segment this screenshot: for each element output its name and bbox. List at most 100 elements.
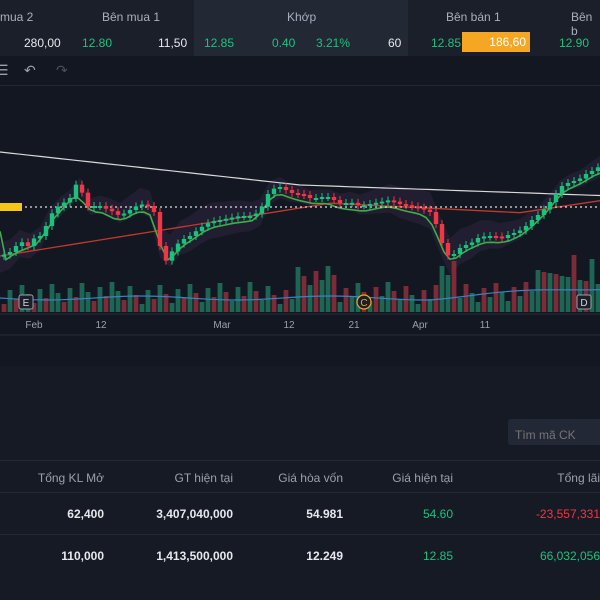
row-volume: 110,000	[61, 549, 104, 563]
candle	[397, 201, 403, 204]
volume-bar	[565, 277, 571, 312]
volume-bar	[229, 301, 235, 312]
candle	[421, 207, 427, 210]
volume-bar	[427, 299, 433, 312]
volume-bar	[247, 282, 253, 312]
volume-bar	[547, 273, 553, 312]
candle	[307, 195, 313, 198]
event-marker	[356, 294, 372, 310]
header-buy1: Bên mua 1	[102, 10, 161, 24]
volume-bar	[259, 300, 265, 312]
candle	[565, 183, 571, 186]
candle	[391, 200, 397, 203]
volume-bar	[373, 287, 379, 312]
volume-bar	[151, 299, 157, 312]
volume-bar	[157, 285, 163, 312]
candle	[85, 192, 91, 207]
portfolio-table-header: Tổng KL Mở GT hiện tại Giá hòa vốn Giá h…	[0, 460, 600, 492]
candle	[571, 181, 577, 183]
header-sell2: Bên b	[571, 10, 593, 38]
volume-bar	[343, 288, 349, 312]
volume-bar	[115, 291, 121, 312]
candle	[493, 236, 499, 238]
stock-search-input[interactable]	[508, 419, 600, 445]
volume-bar	[1, 304, 7, 312]
candle	[385, 200, 391, 203]
col-current-value: GT hiện tại	[174, 471, 233, 485]
order-book-bar: mua 2 Bên mua 1 Khớp Bên bán 1 Bên b 280…	[0, 0, 600, 56]
volume-bar	[475, 302, 481, 312]
volume-bar	[535, 270, 541, 312]
row-breakeven: 54.981	[306, 507, 343, 521]
x-tick-label: 12	[283, 320, 295, 331]
volume-bar	[271, 295, 277, 312]
candle	[331, 197, 337, 200]
candle	[229, 217, 235, 220]
redo-icon[interactable]: ↷	[56, 62, 68, 78]
col-current-price: Giá hiện tại	[392, 471, 453, 485]
volume-bar	[523, 282, 529, 312]
volume-bar	[241, 296, 247, 312]
candle	[133, 206, 139, 210]
candle	[325, 197, 331, 199]
candle	[271, 188, 277, 194]
candle	[91, 206, 97, 208]
match-change: 0.40	[272, 36, 296, 50]
candle	[7, 252, 13, 255]
candle	[463, 245, 469, 248]
volume-bar	[145, 290, 151, 312]
buy2-volume: 280,00	[24, 36, 61, 50]
volume-ma-line	[0, 289, 600, 301]
candle	[211, 221, 217, 224]
volume-bar	[487, 297, 493, 312]
table-row[interactable]: 110,000 1,413,500,000 12.249 12.85 66,03…	[0, 534, 600, 576]
volume-bar	[529, 291, 535, 312]
x-tick-label: Feb	[25, 320, 43, 331]
price-chart[interactable]: Feb 12 Mar 12 21 Apr 11 E C D	[0, 86, 600, 366]
match-percent: 3.21%	[316, 36, 351, 50]
x-axis: Feb 12 Mar 12 21 Apr 11	[0, 313, 600, 336]
candlestick-chart[interactable]: Feb 12 Mar 12 21 Apr 11 E C D	[0, 86, 600, 366]
volume-bar	[181, 298, 187, 312]
event-marker	[576, 294, 592, 310]
candle	[481, 236, 487, 239]
candle	[223, 218, 229, 221]
candle	[409, 205, 415, 208]
volume-bar	[85, 292, 91, 312]
volume-bar	[43, 298, 49, 312]
candle	[127, 210, 133, 214]
candle	[241, 216, 247, 218]
candle	[1, 254, 7, 257]
volume-bar	[199, 302, 205, 312]
candle	[505, 235, 511, 238]
candle	[529, 220, 535, 226]
row-price: 54.60	[422, 507, 453, 521]
col-open-volume: Tổng KL Mở	[37, 471, 104, 485]
event-marker	[18, 294, 34, 310]
volume-bar	[589, 259, 595, 312]
volume-bar	[541, 272, 547, 312]
table-row[interactable]: 62,400 3,407,040,000 54.981 54.60 -23,55…	[0, 492, 600, 534]
candle	[67, 198, 73, 203]
sell2-price: 12.90	[559, 36, 590, 50]
candle	[25, 242, 31, 246]
chart-toolbar: ☰ ↶ ↷	[0, 56, 600, 86]
candle	[355, 202, 361, 206]
undo-icon[interactable]: ↶	[24, 62, 36, 78]
volume-bar	[325, 266, 331, 312]
candle	[403, 204, 409, 206]
candle	[199, 226, 205, 232]
volume-bar	[385, 282, 391, 312]
volume-bar	[175, 289, 181, 312]
volume-bar	[37, 289, 43, 312]
volume-bar	[211, 297, 217, 312]
candle	[49, 213, 55, 226]
candle	[343, 203, 349, 205]
volume-bar	[469, 293, 475, 312]
volume-bar	[13, 299, 19, 312]
event-marker-label: C	[360, 298, 367, 309]
volume-bar	[511, 287, 517, 312]
candle	[523, 226, 529, 231]
x-tick-label: Apr	[412, 320, 428, 331]
menu-icon[interactable]: ☰	[0, 62, 9, 78]
